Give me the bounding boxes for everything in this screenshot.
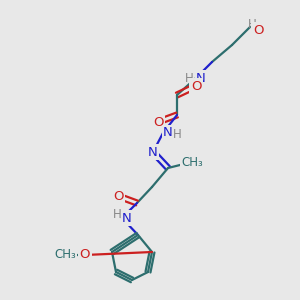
Text: N: N	[163, 127, 173, 140]
Text: H: H	[112, 208, 122, 220]
Text: N: N	[122, 212, 132, 224]
Text: N: N	[148, 146, 158, 158]
Text: O: O	[113, 190, 123, 202]
Text: O: O	[153, 116, 163, 128]
Text: CH₃: CH₃	[181, 155, 203, 169]
Text: H: H	[172, 128, 182, 142]
Text: H: H	[185, 71, 194, 85]
Text: H: H	[248, 19, 256, 32]
Text: O: O	[253, 23, 263, 37]
Text: O: O	[80, 248, 90, 262]
Text: O: O	[191, 80, 201, 92]
Text: CH₃: CH₃	[54, 248, 76, 262]
Text: N: N	[196, 71, 206, 85]
